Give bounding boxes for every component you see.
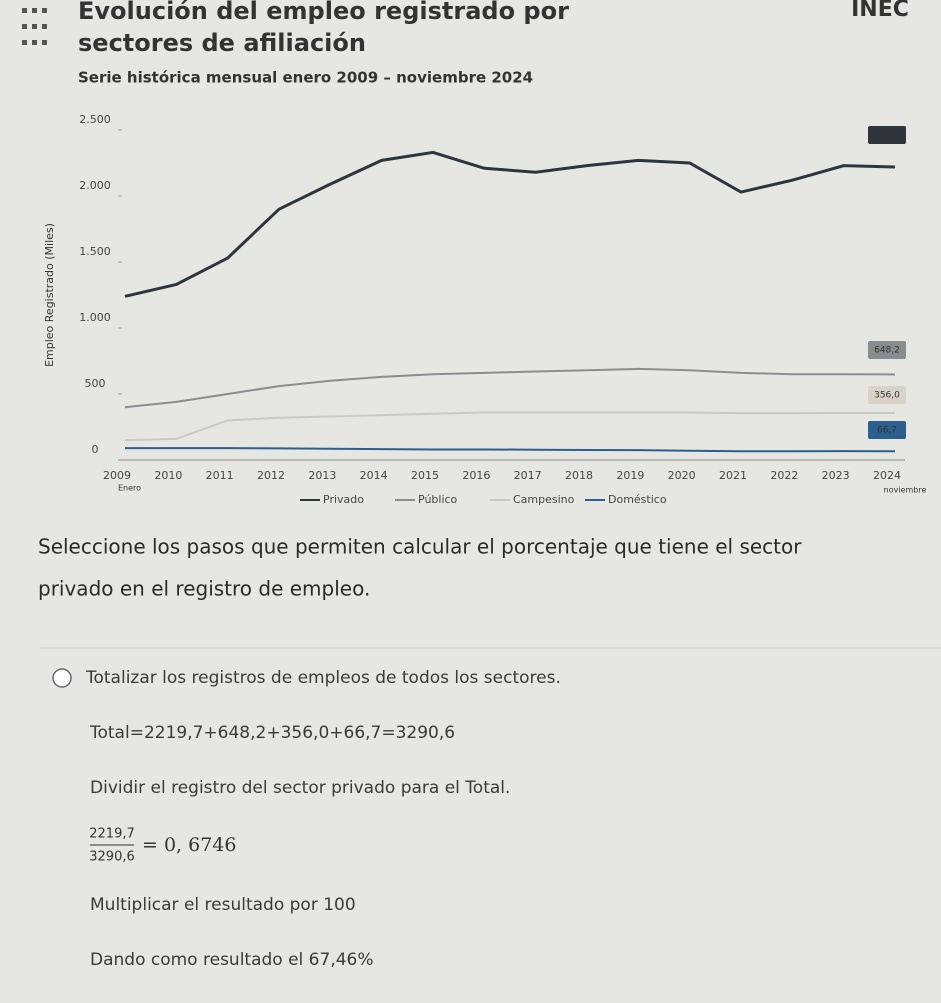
radio-button[interactable] [52,668,72,688]
option-text[interactable]: Totalizar los registros de empleos de to… [85,668,561,688]
x-tick-label: 2023 [822,469,850,482]
x-tick-label: 2021 [719,469,747,482]
legend-label: Privado [323,493,364,506]
question: Seleccione los pasos que permiten calcul… [38,535,802,559]
y-tick-label: 1.000 [79,311,111,324]
legend-label: Campesino [513,493,575,506]
y-tick-label: 500 [85,377,106,390]
y-tick-label: 0 [92,443,99,456]
chart-title: sectores de afiliación [78,29,366,57]
x-tick-label: 2024 [873,469,901,482]
line-series [124,150,896,298]
y-axis-label: Empleo Registrado (Miles) [43,223,56,367]
legend-label: Doméstico [608,493,667,506]
x-tick-label: 2015 [411,469,439,482]
x-tick-label: 2014 [360,469,388,482]
line-series [124,367,896,409]
step-multiply: Multiplicar el resultado por 100 [90,895,356,915]
x-end-label: noviembre [884,486,927,495]
end-label-box [868,341,906,359]
x-tick-label: 2011 [206,469,234,482]
x-tick-label: 2012 [257,469,285,482]
menu-icon [22,8,47,45]
x-tick-label: 2022 [770,469,798,482]
x-tick-label: 2009 [103,469,131,482]
step-total: Total=2219,7+648,2+356,0+66,7=3290,6 [89,723,455,743]
fraction-numerator: 2219,7 [89,827,135,842]
legend-label: Público [418,493,458,506]
end-label: 356,0 [874,391,900,401]
end-label: 66,7 [877,426,897,436]
end-label: 2.219,7 [870,131,904,141]
x-tick-label: 2010 [154,469,182,482]
question: privado en el registro de empleo. [38,577,370,601]
chart-title: Evolución del empleo registrado por [78,0,569,25]
fraction-denominator: 3290,6 [89,850,135,865]
fraction-result: = 0, 6746 [142,834,236,856]
x-tick-label: 2013 [308,469,336,482]
logo: INEC [851,0,909,22]
line-series [124,411,895,442]
y-tick-label: 2.500 [79,113,111,126]
x-tick-label: 2020 [668,469,696,482]
end-label-box [868,386,906,404]
chart: 0 500 1.000 1.500 2.000 2.500 2009 2010 2011 2012… [79,113,906,506]
step-result: Dando como resultado el 67,46% [90,950,374,970]
x-tick-label: 2016 [462,469,490,482]
chart-subtitle: Serie histórica mensual enero 2009 – nov… [78,69,533,87]
x-tick-label: 2017 [514,469,542,482]
end-label-box [868,421,906,439]
step-divide: Dividir el registro del sector privado p… [90,778,510,798]
end-label: 648,2 [874,346,900,356]
line-series [125,447,896,453]
x-tick-label: 2019 [616,469,644,482]
x-start-label: Enero [118,484,141,493]
y-tick-label: 1.500 [79,245,111,258]
x-tick-label: 2018 [565,469,593,482]
y-tick-label: 2.000 [79,179,111,192]
end-label-box [868,126,906,144]
